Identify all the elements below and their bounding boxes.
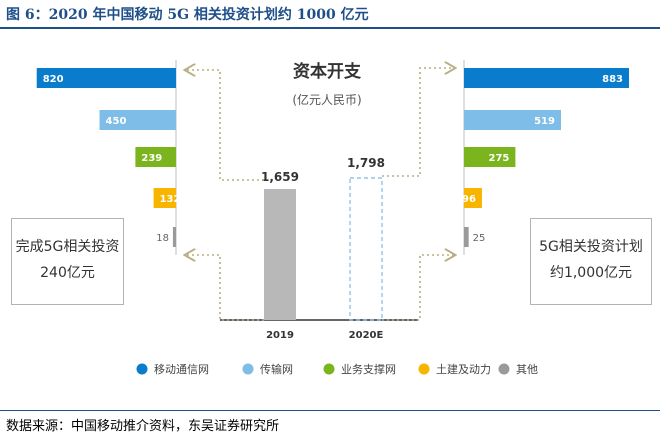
right-note-box: 5G相关投资计划 约1,000亿元: [530, 218, 652, 305]
total-label-2019: 1,659: [261, 170, 299, 184]
title-rule: [0, 27, 660, 29]
bar-2019-2: [99, 110, 176, 130]
label-2020e-2: 519: [534, 116, 555, 127]
category-label-1: 2019: [266, 330, 294, 341]
legend-marker-5: [498, 363, 510, 375]
bar-2020e-2: [464, 110, 561, 130]
legend-label-3: 业务支撑网: [341, 362, 396, 376]
left-note-line1: 完成5G相关投资: [15, 239, 120, 255]
legend-marker-2: [242, 363, 254, 375]
label-2019-1: 820: [43, 74, 64, 85]
chart-subtitle: (亿元人民币): [292, 92, 361, 107]
left-note-box: 完成5G相关投资 240亿元: [11, 218, 124, 305]
label-2019-4: 132: [160, 194, 181, 205]
label-2020e-1: 883: [602, 74, 623, 85]
label-2019-2: 450: [106, 116, 127, 127]
capex-chart: 资本开支 (亿元人民币) 1,659 1,798 2019 2020E 820 450 2…: [36, 60, 629, 376]
total-bar-2020e: [349, 177, 383, 321]
label-2019-3: 239: [141, 153, 162, 164]
bar-2020e-3: [464, 147, 516, 167]
connector-2020e-top: [382, 68, 454, 177]
total-label-2020e: 1,798: [347, 156, 385, 170]
figure-title: 图 6：2020 年中国移动 5G 相关投资计划约 1000 亿元: [6, 7, 369, 23]
label-2020e-4: 96: [462, 194, 476, 205]
right-note-line1: 5G相关投资计划: [539, 239, 643, 255]
label-2020e-3: 275: [489, 153, 510, 164]
total-bar-2019: [264, 188, 296, 320]
connector-2019-bottom: [186, 255, 264, 321]
bar-2020e-4: [464, 188, 482, 208]
category-label-2: 2020E: [349, 330, 384, 341]
right-note-line2: 约1,000亿元: [549, 265, 633, 281]
bar-2019-5: [172, 227, 176, 247]
left-note-line2: 240亿元: [40, 265, 95, 281]
label-2020e-5: 25: [473, 233, 486, 244]
legend-label-5: 其他: [516, 363, 538, 376]
bar-2019-4: [153, 188, 176, 208]
source-note: 数据来源：中国移动推介资料，东吴证券研究所: [6, 419, 280, 434]
legend-label-4: 土建及动力: [436, 362, 491, 376]
bar-2019-3: [135, 147, 176, 167]
bar-2020e-1: [464, 68, 629, 88]
legend-marker-3: [323, 363, 335, 375]
chart-title: 资本开支: [293, 61, 362, 82]
connector-2020e-bottom: [382, 255, 454, 321]
bar-2020e-5: [464, 227, 469, 247]
label-2019-5: 18: [156, 233, 169, 244]
legend-marker-1: [136, 363, 148, 375]
legend-marker-4: [418, 363, 430, 375]
bar-2019-1: [36, 68, 177, 88]
source-rule: [0, 410, 660, 411]
connector-2019-top: [186, 70, 264, 181]
legend-label-2: 传输网: [260, 362, 293, 376]
legend-label-1: 移动通信网: [154, 363, 209, 376]
